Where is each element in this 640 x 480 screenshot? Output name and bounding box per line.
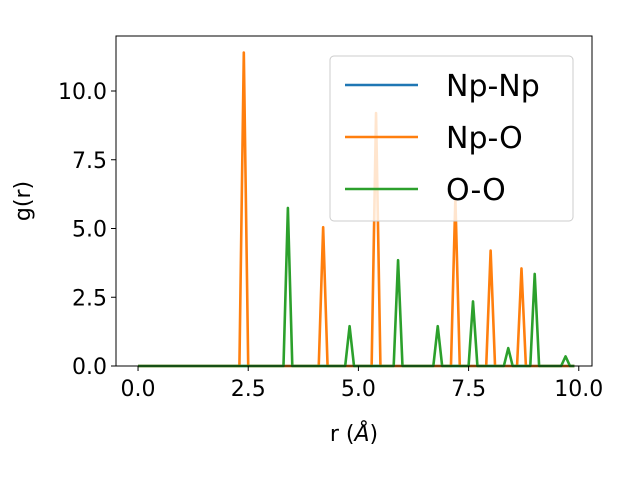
y-tick-label: 7.5 (72, 149, 107, 174)
x-tick-label: 2.5 (231, 377, 266, 402)
legend-label-np-np: Np-Np (446, 69, 540, 104)
axes-frame (115, 35, 593, 367)
y-tick-label: 0.0 (72, 355, 107, 380)
x-axis-label-close: ) (370, 422, 379, 447)
legend-label-o-o: O-O (446, 173, 506, 208)
x-axis-label-main: r ( (330, 422, 355, 447)
x-tick-label: 5.0 (341, 377, 376, 402)
x-axis-label-unit: Å (352, 420, 369, 447)
legend-box (329, 55, 574, 222)
x-tick-label: 10.0 (554, 377, 603, 402)
y-tick-label: 5.0 (72, 218, 107, 243)
y-axis-label: g(r) (11, 181, 36, 221)
legend-label-np-o: Np-O (446, 121, 523, 156)
y-tick-label: 10.0 (58, 80, 107, 105)
x-tick-label: 7.5 (451, 377, 486, 402)
x-axis-label: r (Å) (330, 420, 378, 447)
y-tick-label: 2.5 (72, 286, 107, 311)
y-axis: 0.0 2.5 5.0 7.5 10.0 (58, 80, 116, 380)
x-axis: 0.0 2.5 5.0 7.5 10.0 (121, 366, 603, 402)
x-tick-label: 0.0 (121, 377, 156, 402)
legend: Np-Np Np-O O-O (329, 55, 574, 222)
